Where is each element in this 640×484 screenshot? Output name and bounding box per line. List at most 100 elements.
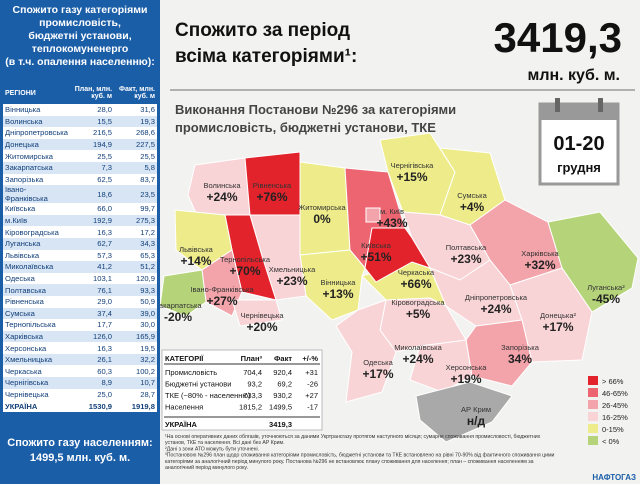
table-cell: 120,9 (114, 272, 157, 285)
table-cell: 15,5 (70, 115, 115, 128)
table-cell: 268,6 (114, 127, 157, 139)
region-name: Миколаївська (394, 343, 442, 352)
region-name: Львівська (179, 245, 213, 254)
region-value: +66% (400, 277, 431, 291)
table-cell: 8,9 (70, 377, 115, 389)
table-cell: 100,2 (114, 365, 157, 378)
region-value: +4% (460, 200, 485, 214)
table-cell: Тернопільська (3, 319, 71, 331)
header-cell: РЕГІОНИ (3, 82, 71, 104)
subtitle: промисловість, бюджетні установи, ТКЕ (175, 120, 436, 135)
table-cell: 25,5 (70, 150, 115, 162)
table-cell: Хмельницька (3, 353, 71, 366)
table-cell: Київська (3, 203, 71, 215)
region-value: +20% (246, 320, 277, 334)
table-row: Чернігівська 8,9 10,7 (3, 377, 157, 389)
table-row: Тернопільська 17,7 30,0 (3, 319, 157, 331)
region-name: Херсонська (446, 363, 488, 372)
region-name: Черкаська (398, 268, 435, 277)
table-cell: 83,7 (114, 173, 157, 186)
region (429, 259, 523, 327)
table-cell: 17,2 (114, 226, 157, 238)
table-cell: 65,3 (114, 249, 157, 262)
table-cell: Чернівецька (3, 388, 71, 401)
table-row: Одеська 103,1 120,9 (3, 272, 157, 285)
table-row: Кіровоградська 16,3 17,2 (3, 226, 157, 238)
table-row: Закарпатська 7,3 5,8 (3, 161, 157, 174)
region-name: Донецька² (540, 311, 576, 320)
table-cell: 25,0 (70, 388, 115, 401)
table-row: Полтавська 76,1 93,3 (3, 284, 157, 296)
left-title-line: (в т.ч. опалення населенню): (5, 56, 155, 68)
table-cell: Вінницька (3, 104, 71, 116)
footnotes: ¹На основі оперативних даних облгазів, у… (165, 434, 555, 471)
table-cell: 165,9 (114, 330, 157, 343)
table-row: Івано-Франківська 18,6 23,5 (3, 185, 157, 204)
total-value: 3419,3 (269, 420, 292, 429)
region-name: Луганська² (587, 283, 625, 292)
table-cell: 39,0 (114, 307, 157, 320)
header-cell: План³ (241, 354, 263, 363)
table-cell: +27 (305, 391, 318, 400)
region-value: +24% (480, 302, 511, 316)
region-value: -45% (592, 292, 620, 306)
legend-swatch (588, 412, 598, 421)
table-cell: 30,0 (114, 319, 157, 331)
categories-table: КАТЕГОРІЇ План³ Факт +/-% Промисловість 704,4… (161, 349, 323, 431)
table-row: УКРАЇНА 1530,9 1919,8 (3, 400, 157, 412)
region-value: +17% (362, 367, 393, 381)
table-cell: 62,7 (70, 237, 115, 250)
table-cell: 23,5 (114, 185, 157, 204)
total-label: УКРАЇНА (165, 420, 197, 429)
table-cell: 76,1 (70, 284, 115, 296)
table-cell: 60,3 (70, 365, 115, 378)
legend-label: 0-15% (602, 425, 624, 434)
total-unit: млн. куб. м. (527, 67, 620, 84)
left-title-line: Спожито газу категоріями (12, 4, 148, 16)
region-name: Вінницька (321, 278, 357, 287)
region-name: Івано-Франківська (190, 285, 254, 294)
table-cell: 66,0 (70, 203, 115, 215)
region-value: +76% (256, 190, 287, 204)
region-name: Чернігівська (391, 161, 435, 170)
table-cell: 31,6 (114, 104, 157, 116)
table-row: м.Київ 192,9 275,3 (3, 214, 157, 227)
table-cell: 733,3 (243, 391, 262, 400)
legend-swatch (588, 388, 598, 397)
region-value: н/д (467, 414, 486, 428)
region-name: Закарпатська (154, 301, 202, 310)
table-row: Київська 66,0 99,7 (3, 203, 157, 215)
legend-swatch (588, 400, 598, 409)
table-cell: Харківська (3, 330, 71, 343)
region-value: +23% (450, 252, 481, 266)
table-cell: Донецька (3, 138, 71, 151)
legend-label: > 66% (602, 377, 624, 386)
table-cell: Закарпатська (3, 161, 71, 174)
table-cell: Чернігівська (3, 377, 71, 389)
calendar: 01-20 грудня (538, 98, 620, 186)
footer-line: Спожито газу населенням: (7, 437, 153, 449)
table-cell: м.Київ (3, 214, 71, 227)
table-cell: -26 (307, 380, 318, 389)
footer-line: 1499,5 млн. куб. м. (29, 452, 131, 464)
table-cell: 29,0 (70, 295, 115, 308)
table-row: Сумська 37,4 39,0 (3, 307, 157, 320)
left-footer: Спожито газу населенням: 1499,5 млн. куб… (0, 436, 160, 466)
table-cell: Миколаївська (3, 261, 71, 273)
table-row: Львівська 57,3 65,3 (3, 249, 157, 262)
region-name: Полтавська (446, 243, 487, 252)
region-name: Житомирська (298, 203, 346, 212)
table-cell: 1530,9 (70, 400, 115, 412)
table-cell: 50,9 (114, 295, 157, 308)
table-row: Вінницька 28,0 31,6 (3, 104, 157, 116)
subtitle: Виконання Постанови №296 за категоріями (175, 102, 456, 117)
region (335, 299, 397, 403)
region-name: Тернопільська (220, 255, 271, 264)
table-cell: Дніпропетровська (3, 127, 71, 139)
header-cell: Факт, млн. куб. м (114, 82, 157, 104)
map: Волинська+24%Рівненська+76%Житомирська0%… (154, 132, 639, 443)
table-cell: Полтавська (3, 284, 71, 296)
table-cell: 28,0 (70, 104, 115, 116)
region-value: +51% (360, 250, 391, 264)
